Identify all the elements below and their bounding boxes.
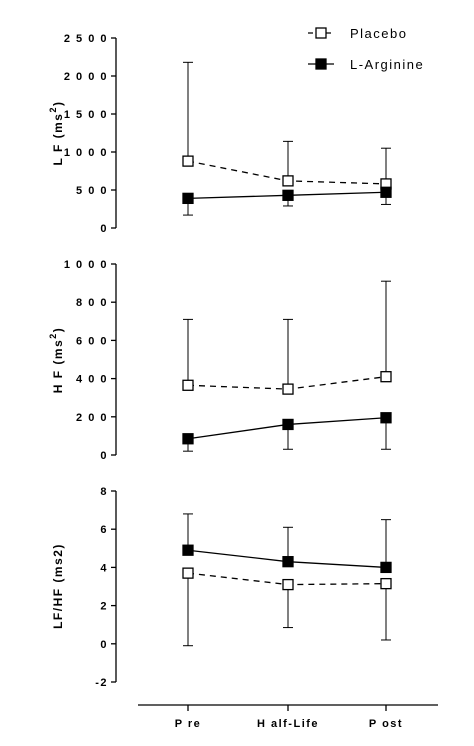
- y-axis-title: L F (ms2): [48, 101, 65, 166]
- y-axis-title-main: LF/HF (ms2): [51, 543, 65, 629]
- y-tick-label: 2: [100, 601, 108, 613]
- y-axis-title-main: H F (ms: [51, 339, 65, 394]
- larginine-point: [380, 561, 392, 574]
- placebo-point: [282, 578, 294, 591]
- legend-larginine-marker: [315, 58, 327, 70]
- larginine-point: [282, 189, 294, 201]
- placebo-point: [380, 577, 392, 590]
- y-tick-label: 1 0 0 0: [64, 259, 108, 271]
- y-axis-title: LF/HF (ms2): [51, 543, 65, 629]
- y-tick-label: 2 0 0: [76, 412, 108, 424]
- y-axis-title-superscript: 2: [48, 332, 58, 339]
- y-axis-title-close: ): [51, 327, 65, 333]
- larginine-point: [380, 186, 392, 198]
- y-tick-label: 5 0 0: [76, 185, 108, 197]
- y-tick-label: 6 0 0: [76, 335, 108, 347]
- placebo-point: [380, 371, 392, 383]
- legend: Placebo L-Arginine: [308, 26, 424, 72]
- larginine-point: [282, 418, 294, 431]
- placebo-point: [182, 379, 194, 391]
- legend-larginine-label: L-Arginine: [350, 57, 424, 72]
- legend-placebo-label: Placebo: [350, 26, 407, 41]
- y-tick-label: -2: [95, 677, 108, 689]
- larginine-point: [182, 192, 194, 205]
- hf-panel: 0 2 0 0 4 0 0 6 0 0 8 0 0 1 0 0 0 H F (ms2): [48, 259, 392, 462]
- placebo-point: [182, 567, 194, 579]
- y-tick-label: 8: [100, 486, 108, 498]
- y-axis-title-superscript: 2: [48, 106, 58, 113]
- y-tick-label: 0: [100, 450, 108, 462]
- y-axis-title-close: ): [51, 101, 65, 107]
- y-tick-label: 1 5 0 0: [64, 109, 108, 121]
- placebo-point: [282, 383, 294, 395]
- legend-placebo-marker: [315, 27, 327, 39]
- placebo-point: [182, 155, 194, 167]
- y-tick-label: 8 0 0: [76, 297, 108, 309]
- y-tick-label: 4 0 0: [76, 374, 108, 386]
- y-tick-label: 1 0 0 0: [64, 147, 108, 159]
- larginine-point: [380, 412, 392, 424]
- y-tick-label: 6: [100, 524, 108, 536]
- larginine-point: [182, 544, 194, 556]
- lfhf-panel: -2 0 2 4 6 8 LF/HF (ms2): [51, 486, 392, 689]
- x-tick-label: H alf-Life: [257, 718, 319, 730]
- lf-panel: 0 5 0 0 1 0 0 0 1 5 0 0 2 0 0 0 2 5 0 0 L F (m…: [48, 33, 392, 235]
- x-tick-label: P re: [175, 718, 202, 730]
- y-tick-label: 0: [100, 639, 108, 651]
- y-tick-label: 0: [100, 223, 108, 235]
- placebo-point: [282, 175, 294, 187]
- y-axis-title-main: L F (ms: [51, 113, 65, 166]
- larginine-point: [182, 433, 194, 445]
- y-axis-title: H F (ms2): [48, 327, 65, 394]
- y-tick-label: 4: [100, 562, 108, 574]
- larginine-point: [282, 556, 294, 568]
- y-tick-label: 2 0 0 0: [64, 71, 108, 83]
- y-tick-label: 2 5 0 0: [64, 33, 108, 45]
- x-tick-label: P ost: [369, 718, 403, 730]
- x-axis: P re H alf-Life P ost: [138, 704, 438, 730]
